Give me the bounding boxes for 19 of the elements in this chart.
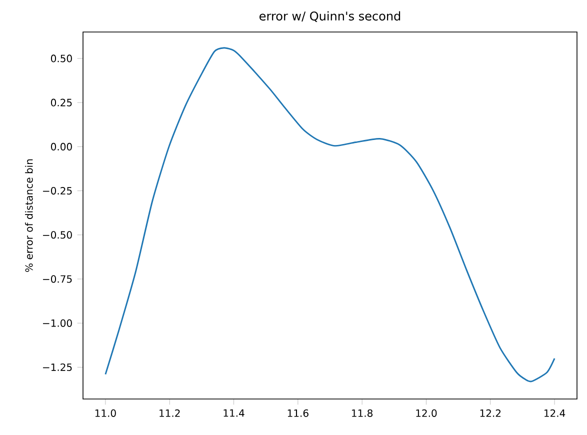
y-axis-title: % error of distance bin: [25, 159, 33, 272]
x-tick-label: 12.0: [416, 409, 437, 417]
line-series: [104, 47, 556, 382]
y-tick-label: −0.75: [43, 275, 72, 283]
y-tick-label: −1.00: [43, 319, 72, 327]
x-tick-label: 12.4: [544, 409, 566, 417]
x-tick-label: 11.4: [224, 409, 244, 417]
x-tick-label: 11.8: [352, 409, 373, 417]
y-tick-label: −0.50: [43, 231, 72, 239]
y-tick-label: −0.25: [43, 187, 72, 195]
y-tick-label: 0.50: [51, 54, 72, 62]
x-tick-label: 11.6: [288, 409, 308, 417]
y-tick-label: 0.25: [51, 98, 72, 106]
chart-title: error w/ Quinn's second: [260, 11, 400, 22]
y-tick-label: −1.25: [43, 363, 72, 372]
x-tick-label: 11.0: [95, 409, 116, 417]
x-tick-label: 12.2: [480, 409, 501, 417]
x-tick-label: 11.2: [160, 409, 180, 417]
y-tick-label: 0.00: [51, 142, 72, 150]
